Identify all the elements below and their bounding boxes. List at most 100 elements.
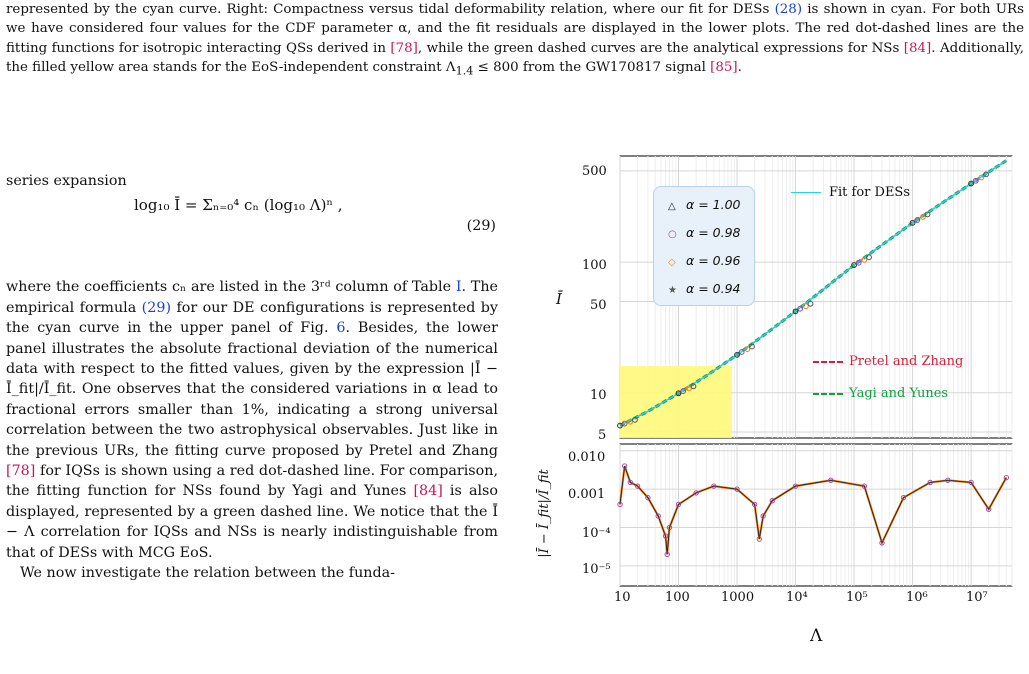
residual-point bbox=[900, 495, 907, 501]
alpha-point bbox=[685, 385, 692, 392]
alpha-point bbox=[866, 254, 872, 261]
plot-canvas bbox=[617, 155, 1013, 587]
alpha-point bbox=[690, 383, 697, 390]
caption-end: . bbox=[737, 60, 742, 76]
residual-point bbox=[986, 506, 992, 512]
residual-point bbox=[828, 477, 834, 483]
alpha-point bbox=[675, 390, 682, 397]
x-tick-100: 100 bbox=[665, 590, 690, 605]
legend-pretel: Pretel and Zhang bbox=[813, 354, 963, 369]
star-marker-icon: ★ bbox=[668, 285, 677, 296]
y-tick-50: 50 bbox=[590, 298, 607, 313]
alpha-point bbox=[797, 305, 804, 312]
legend-yagi-label: Yagi and Yunes bbox=[849, 386, 949, 401]
legend-alpha-2-label: α = 0.98 bbox=[686, 225, 741, 240]
legend-alpha-4: ★ α = 0.94 bbox=[668, 281, 741, 296]
residual-point bbox=[664, 551, 670, 558]
para-text-3: for our DE configurations is represented… bbox=[6, 299, 498, 337]
residual-point bbox=[634, 483, 641, 489]
x-tick-1000: 1000 bbox=[721, 590, 755, 605]
alpha-point bbox=[861, 257, 868, 263]
citation-84[interactable]: [84] bbox=[903, 40, 932, 56]
legend-alpha-1: △ α = 1.00 bbox=[668, 197, 741, 212]
residual-point bbox=[645, 495, 651, 501]
x-tick-10: 10 bbox=[614, 590, 631, 605]
alpha-point bbox=[919, 214, 926, 220]
alpha-point bbox=[807, 300, 814, 307]
citation-78-body[interactable]: [78] bbox=[6, 463, 36, 480]
residual-point bbox=[666, 524, 673, 531]
residual-point bbox=[792, 483, 799, 489]
alpha-point bbox=[909, 219, 916, 226]
residual-point bbox=[627, 479, 633, 486]
alpha-point bbox=[972, 177, 979, 184]
x-tick-1e4: 10⁴ bbox=[786, 590, 808, 605]
residual-point bbox=[879, 540, 885, 546]
alpha-point bbox=[924, 211, 931, 218]
body-text: series expansion where the coefficients … bbox=[6, 171, 498, 584]
para-text-1: where the coefficients cₙ are listed in … bbox=[6, 279, 456, 296]
alpha-point bbox=[983, 171, 989, 178]
x-tick-1e5: 10⁵ bbox=[846, 590, 868, 605]
diamond-marker-icon: ◇ bbox=[668, 257, 676, 268]
equation-formula: log₁₀ Ī = Σₙ₌₀⁴ cₙ (log₁₀ Λ)ⁿ , bbox=[134, 196, 343, 214]
figure-caption: represented by the cyan curve. Right: Co… bbox=[6, 0, 1024, 81]
equation-ref-29[interactable]: (29) bbox=[141, 299, 172, 316]
lambda-subscript: 1.4 bbox=[455, 64, 474, 78]
bottom-panel-frame bbox=[619, 443, 1013, 587]
cyan-line-icon bbox=[791, 192, 821, 193]
residual-point bbox=[769, 498, 775, 504]
y-tick-0.001: 0.001 bbox=[568, 487, 606, 502]
alpha-legend: △ α = 1.00 ○ α = 0.98 ◇ α = 0.96 ★ α = 0.94 bbox=[653, 186, 755, 306]
alpha-point bbox=[802, 303, 809, 310]
residual-point bbox=[968, 479, 974, 486]
figure-ref-6[interactable]: 6 bbox=[336, 320, 346, 337]
table-ref[interactable]: I bbox=[455, 279, 462, 296]
alpha-point bbox=[680, 388, 687, 394]
intro-text: series expansion bbox=[6, 173, 127, 189]
citation-78[interactable]: [78] bbox=[390, 40, 418, 56]
alpha-point bbox=[621, 420, 628, 427]
residual-point bbox=[617, 501, 623, 508]
alpha-point bbox=[632, 416, 638, 423]
alpha-point bbox=[734, 351, 740, 358]
alpha-point bbox=[744, 346, 751, 352]
y-tick-5: 5 bbox=[598, 428, 607, 443]
legend-alpha-2: ○ α = 0.98 bbox=[668, 225, 741, 240]
alpha-point bbox=[617, 422, 623, 429]
red-dash-line-icon bbox=[813, 360, 843, 363]
alpha-point bbox=[749, 343, 755, 350]
residual-point bbox=[711, 483, 717, 489]
caption-text-5: ≤ 800 from the GW170817 signal bbox=[473, 60, 711, 76]
caption-text-1: represented by the cyan curve. Right: Co… bbox=[6, 2, 775, 17]
residual-point bbox=[662, 533, 669, 539]
legend-fit: Fit for DESs bbox=[791, 185, 910, 200]
residual-point bbox=[945, 477, 951, 483]
top-y-axis-label: Ī bbox=[556, 290, 562, 308]
equation-number: (29) bbox=[466, 218, 496, 234]
y-tick-1e-4: 10⁻⁴ bbox=[582, 526, 611, 541]
data-marks bbox=[617, 159, 1009, 558]
residual-point bbox=[756, 536, 762, 542]
alpha-point bbox=[792, 308, 799, 315]
x-tick-1e6: 10⁶ bbox=[906, 590, 928, 605]
residual-point bbox=[1003, 474, 1009, 481]
legend-alpha-1-label: α = 1.00 bbox=[686, 197, 741, 212]
para-text-6: is also displayed, represented by a gree… bbox=[6, 483, 499, 561]
caption-text-3: , while the green dashed curves are the … bbox=[417, 40, 904, 56]
y-tick-500: 500 bbox=[582, 164, 607, 179]
constraint-area bbox=[620, 366, 732, 438]
residual-point bbox=[693, 490, 699, 496]
equation-ref-28[interactable]: (28) bbox=[774, 2, 803, 17]
legend-alpha-3-label: α = 0.96 bbox=[686, 253, 741, 268]
alpha-point bbox=[978, 174, 985, 181]
alpha-point bbox=[855, 259, 862, 266]
citation-84-body[interactable]: [84] bbox=[413, 483, 443, 500]
caption-text-2: is shown in cyan. For both URs we have c… bbox=[6, 2, 1024, 56]
x-axis-label: Λ bbox=[810, 626, 823, 646]
residual-point bbox=[751, 501, 758, 508]
residual-point bbox=[760, 513, 766, 519]
alpha-point bbox=[914, 217, 921, 223]
citation-85[interactable]: [85] bbox=[710, 60, 738, 76]
y-tick-100: 100 bbox=[582, 258, 607, 273]
